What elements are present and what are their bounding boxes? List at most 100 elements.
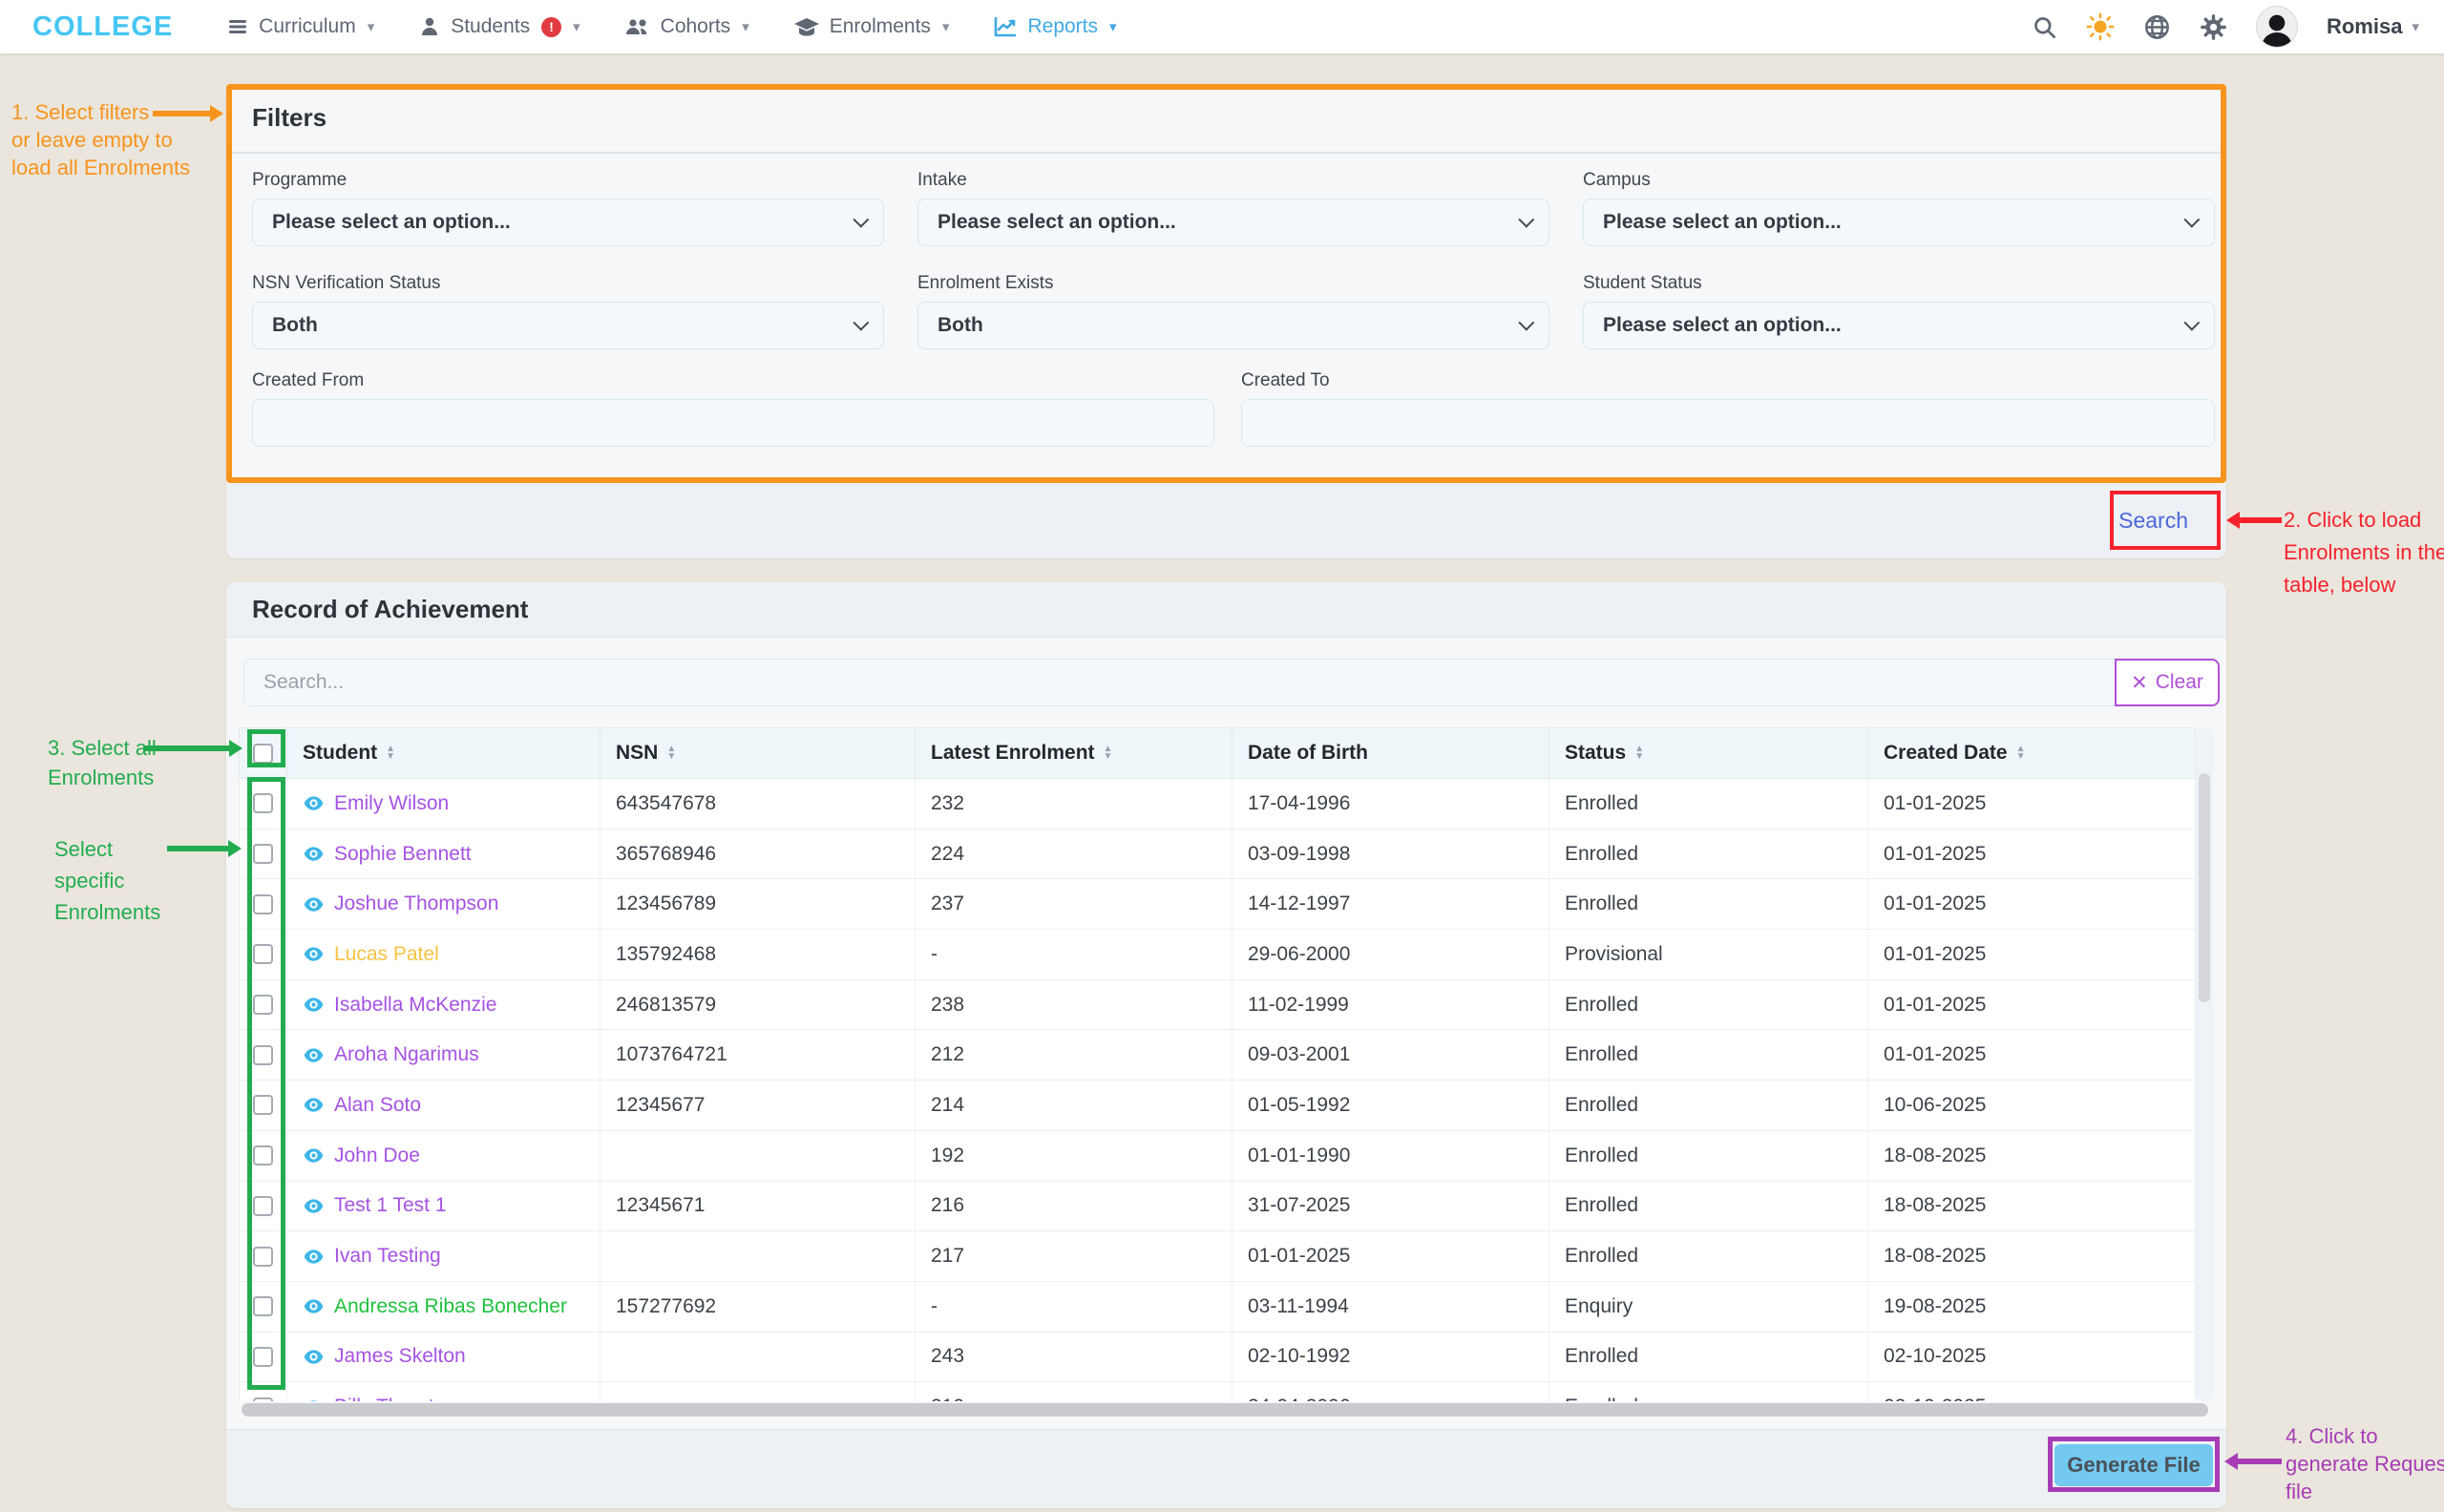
row-checkbox[interactable]: [253, 1044, 273, 1065]
table-row[interactable]: James Skelton 243 02-10-1992 Enrolled 02…: [240, 1332, 2195, 1383]
row-checkbox[interactable]: [253, 1246, 273, 1267]
column-header-student[interactable]: Student ▲ ▼: [287, 728, 600, 778]
intake-select[interactable]: Please select an option...: [917, 199, 1549, 246]
vertical-scrollbar[interactable]: [2196, 727, 2213, 1401]
row-checkbox[interactable]: [253, 1195, 273, 1216]
created-to-input[interactable]: [1241, 399, 2215, 447]
table-row[interactable]: Andressa Ribas Bonecher 157277692 - 03-1…: [240, 1281, 2195, 1333]
row-checkbox[interactable]: [253, 793, 273, 814]
nav-item-students[interactable]: Students ! ▾: [418, 15, 580, 38]
eye-icon[interactable]: [303, 893, 325, 915]
field-label: Created To: [1241, 370, 1330, 390]
gear-icon[interactable]: [2200, 13, 2227, 41]
sort-icon: ▲ ▼: [386, 744, 396, 762]
student-name-link[interactable]: Aroha Ngarimus: [334, 1043, 479, 1066]
column-header-date-of-birth[interactable]: Date of Birth: [1233, 728, 1549, 778]
student-name-link[interactable]: Sophie Bennett: [334, 842, 472, 865]
student-name-link[interactable]: Lucas Patel: [334, 942, 439, 965]
row-checkbox[interactable]: [253, 1396, 273, 1401]
student-name-link[interactable]: Emily Wilson: [334, 791, 450, 814]
avatar[interactable]: [2255, 6, 2298, 48]
column-header-status[interactable]: Status ▲ ▼: [1549, 728, 1868, 778]
programme-select[interactable]: Please select an option...: [252, 199, 884, 246]
table-search-input[interactable]: [243, 659, 2115, 706]
latest-enrolment-cell: 212: [916, 1030, 1233, 1081]
theme-sun-icon[interactable]: [2086, 12, 2115, 41]
user-menu[interactable]: Romisa ▾: [2327, 14, 2419, 39]
eye-icon[interactable]: [303, 1195, 325, 1217]
student-name-link[interactable]: Joshue Thompson: [334, 892, 499, 915]
nav-item-reports[interactable]: Reports ▾: [993, 15, 1117, 38]
eye-icon[interactable]: [303, 1396, 325, 1401]
column-header-created-date[interactable]: Created Date ▲ ▼: [1884, 742, 2026, 764]
row-checkbox[interactable]: [253, 995, 273, 1016]
globe-icon[interactable]: [2143, 13, 2171, 41]
table-row[interactable]: John Doe 192 01-01-1990 Enrolled 18-08-2…: [240, 1130, 2195, 1182]
eye-icon[interactable]: [303, 1044, 325, 1066]
student-name-link[interactable]: James Skelton: [334, 1345, 466, 1368]
table-row[interactable]: Sophie Bennett 365768946 224 03-09-1998 …: [240, 829, 2195, 880]
column-header-nsn[interactable]: NSN ▲ ▼: [600, 728, 916, 778]
student-name-link[interactable]: Test 1 Test 1: [334, 1194, 447, 1217]
eye-icon[interactable]: [303, 1346, 325, 1368]
created-from-input[interactable]: [252, 399, 1214, 447]
student-name-link[interactable]: John Doe: [334, 1144, 420, 1166]
eye-icon[interactable]: [303, 843, 325, 865]
clear-button[interactable]: ✕ Clear: [2115, 659, 2220, 706]
row-checkbox[interactable]: [253, 893, 273, 914]
table-row[interactable]: Lucas Patel 135792468 - 29-06-2000 Provi…: [240, 930, 2195, 980]
eye-icon[interactable]: [303, 1144, 325, 1166]
student-cell: Emily Wilson: [287, 779, 600, 829]
enrolment-exists-select[interactable]: Both: [917, 302, 1549, 349]
table-header: Student ▲ ▼ NSN ▲ ▼ Latest Enrolment ▲ ▼ Da…: [239, 727, 2196, 779]
generate-file-button[interactable]: Generate File: [2054, 1444, 2213, 1486]
campus-select[interactable]: Please select an option...: [1583, 199, 2215, 246]
brand-logo[interactable]: COLLEGE: [32, 10, 174, 42]
filter-programme: Programme Please select an option...: [252, 170, 884, 246]
table-row[interactable]: Emily Wilson 643547678 232 17-04-1996 En…: [240, 779, 2195, 830]
latest-enrolment-cell: 192: [916, 1130, 1233, 1181]
table-row[interactable]: Ivan Testing 217 01-01-2025 Enrolled 18-…: [240, 1231, 2195, 1282]
table-row[interactable]: Isabella McKenzie 246813579 238 11-02-19…: [240, 979, 2195, 1031]
row-checkbox[interactable]: [253, 1346, 273, 1367]
annotation-select-specific: Select specific Enrolments: [54, 837, 161, 924]
row-checkbox[interactable]: [253, 1145, 273, 1166]
eye-icon[interactable]: [303, 994, 325, 1016]
eye-icon[interactable]: [303, 943, 325, 965]
student-name-link[interactable]: Billy Thornton: [334, 1396, 456, 1401]
student-name-link[interactable]: Ivan Testing: [334, 1245, 441, 1268]
nav-item-curriculum[interactable]: Curriculum ▾: [226, 15, 374, 38]
person-icon: [418, 15, 441, 38]
table-row[interactable]: Billy Thornton 210 24-04-2006 Enrolled 0…: [240, 1382, 2195, 1401]
table-row[interactable]: Aroha Ngarimus 1073764721 212 09-03-2001…: [240, 1030, 2195, 1082]
vertical-scrollbar-thumb[interactable]: [2199, 773, 2210, 1002]
row-checkbox[interactable]: [253, 844, 273, 865]
table-row[interactable]: Test 1 Test 1 12345671 216 31-07-2025 En…: [240, 1181, 2195, 1232]
student-name-link[interactable]: Andressa Ribas Bonecher: [334, 1294, 567, 1317]
chevron-down-icon: ▾: [1109, 19, 1117, 35]
table-row[interactable]: Joshue Thompson 123456789 237 14-12-1997…: [240, 879, 2195, 931]
table-row[interactable]: Alan Soto 12345677 214 01-05-1992 Enroll…: [240, 1081, 2195, 1131]
nav-item-enrolments[interactable]: Enrolments ▾: [793, 15, 949, 38]
select-all-checkbox[interactable]: [253, 743, 273, 764]
filter-student-status: Student Status Please select an option..…: [1583, 273, 2215, 349]
horizontal-scrollbar-thumb[interactable]: [242, 1403, 2208, 1417]
student-name-link[interactable]: Alan Soto: [334, 1093, 422, 1116]
row-checkbox[interactable]: [253, 944, 273, 965]
row-checkbox[interactable]: [253, 1296, 273, 1317]
created-date-cell: 18-08-2025: [1884, 1194, 1987, 1217]
student-status-select[interactable]: Please select an option...: [1583, 302, 2215, 349]
student-name-link[interactable]: Isabella McKenzie: [334, 993, 497, 1016]
eye-icon[interactable]: [303, 1246, 325, 1268]
date-of-birth-cell: 24-04-2006: [1233, 1382, 1549, 1401]
nsn-cell: 365768946: [600, 829, 916, 879]
eye-icon[interactable]: [303, 1094, 325, 1116]
search-icon[interactable]: [2032, 14, 2057, 40]
nsn-verification-select[interactable]: Both: [252, 302, 884, 349]
eye-icon[interactable]: [303, 1295, 325, 1317]
row-checkbox[interactable]: [253, 1095, 273, 1116]
column-header-latest-enrolment[interactable]: Latest Enrolment ▲ ▼: [916, 728, 1233, 778]
search-button[interactable]: Search: [2101, 500, 2205, 541]
eye-icon[interactable]: [303, 792, 325, 814]
nav-item-cohorts[interactable]: Cohorts ▾: [624, 15, 749, 38]
